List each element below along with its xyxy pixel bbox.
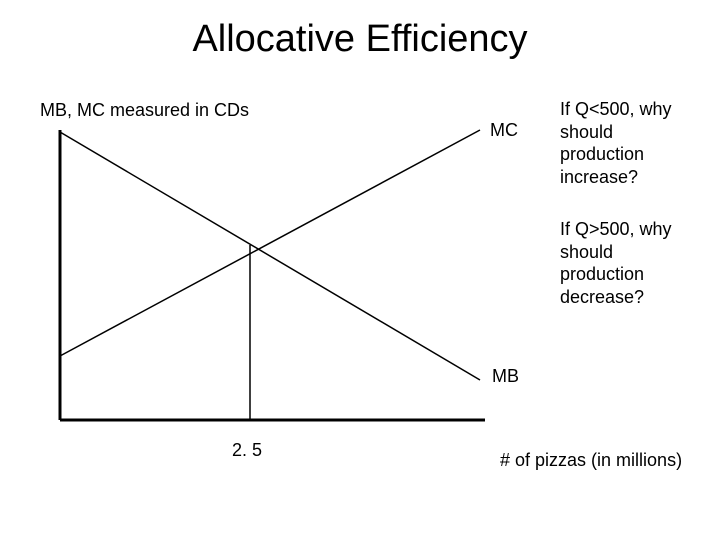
mc-curve-label: MC bbox=[490, 120, 518, 141]
x-tick-label: 2. 5 bbox=[232, 440, 262, 461]
mc-curve bbox=[60, 130, 480, 356]
y-axis-label: MB, MC measured in CDs bbox=[40, 100, 249, 121]
annotation-q-less: If Q<500, why should production increase… bbox=[560, 98, 700, 188]
annotation-q-more: If Q>500, why should production decrease… bbox=[560, 218, 700, 308]
x-axis-label: # of pizzas (in millions) bbox=[500, 450, 682, 471]
page-title: Allocative Efficiency bbox=[0, 18, 720, 61]
mb-curve bbox=[60, 132, 480, 380]
mb-curve-label: MB bbox=[492, 366, 519, 387]
